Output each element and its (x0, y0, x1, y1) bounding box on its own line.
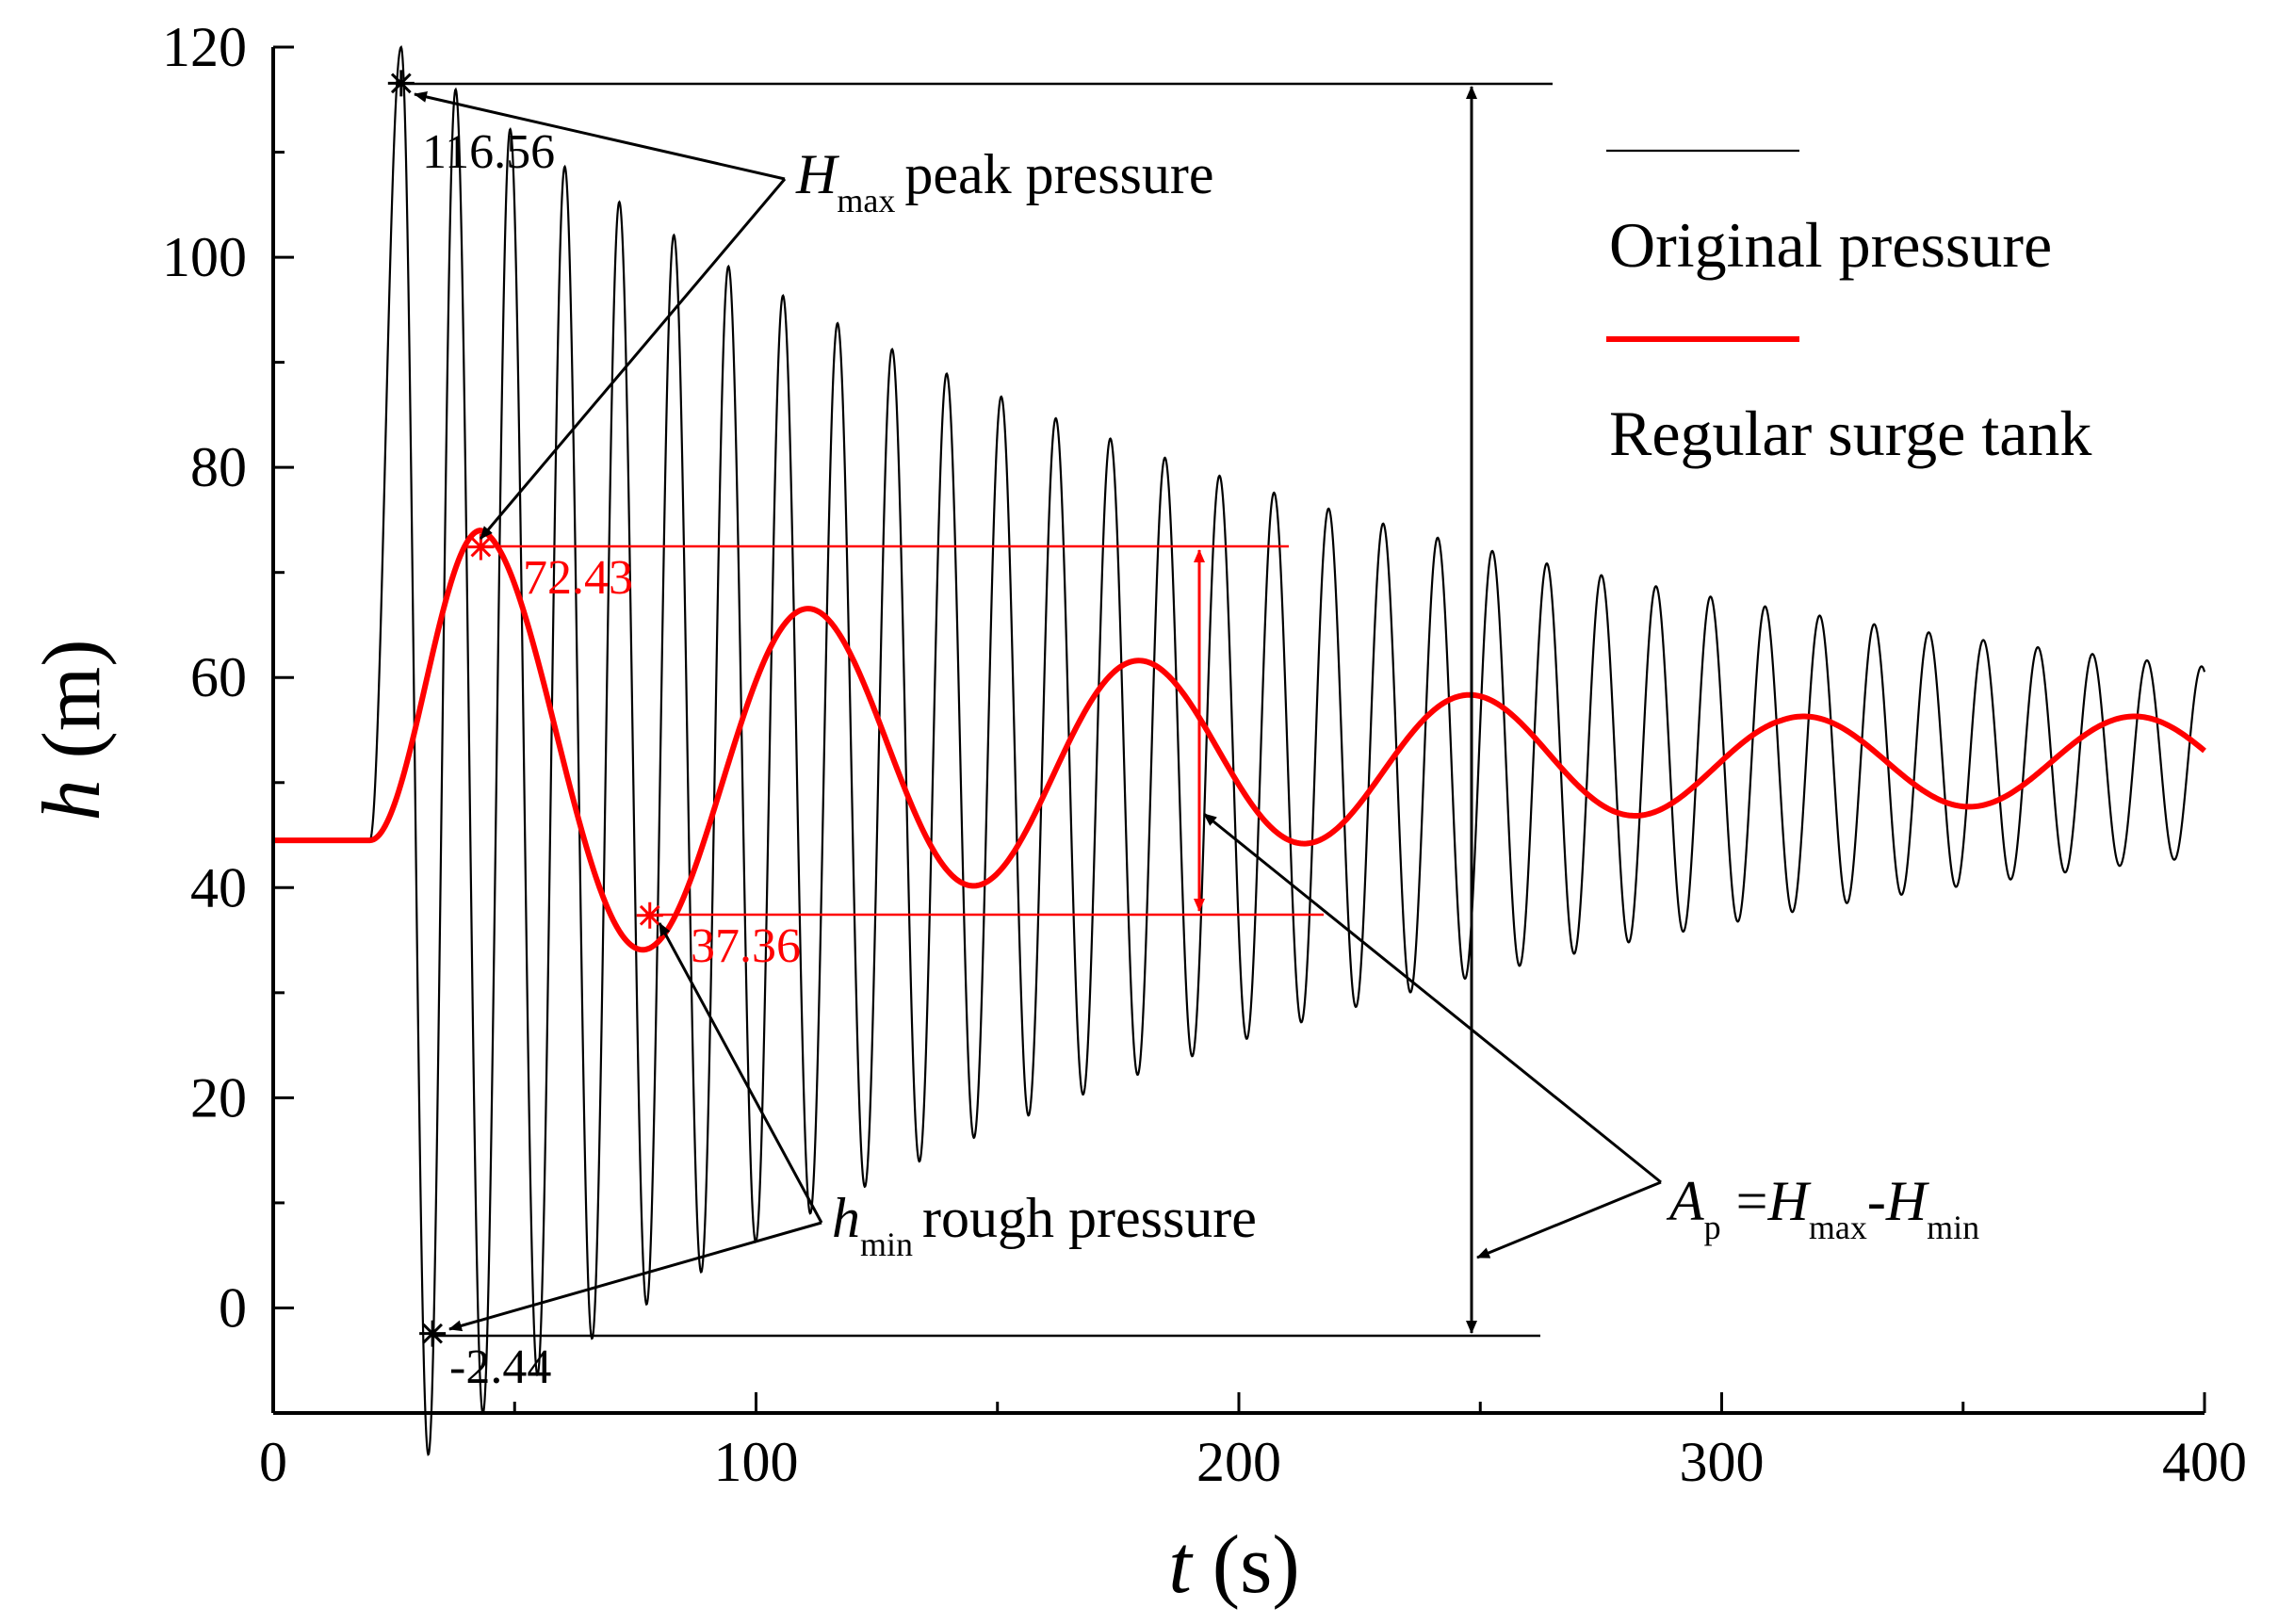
y-tick-label: 100 (162, 226, 247, 288)
callout-arrows (414, 91, 1662, 1332)
x-tick-label: 0 (259, 1431, 287, 1493)
annotation-minus-2-44: -2.44 (449, 1340, 551, 1394)
star-marker-stroke (470, 536, 492, 558)
x-tick-label: 100 (714, 1431, 799, 1493)
star-marker-stroke (390, 73, 412, 94)
hmax-callout: Hmax peak pressure (795, 143, 1214, 219)
hmax-arrow-to-surge (479, 178, 787, 540)
star-marker-stroke (639, 904, 660, 926)
x-tick-labels: 0 100 200 300 400 (259, 1431, 2247, 1493)
star-marker-stroke (422, 1323, 443, 1344)
y-axis-title: h (m) (26, 639, 118, 820)
ap-arrow-to-surge (1203, 812, 1662, 1184)
reference-lines (400, 82, 1553, 1338)
annotation-116-56: 116.56 (422, 125, 555, 179)
legend-label-original-pressure: Original pressure (1609, 209, 2052, 281)
series-line-regular-surge-tank (273, 528, 2206, 953)
extreme-markers (387, 70, 663, 1347)
hmin-callout: hmin rough pressure (832, 1187, 1257, 1263)
x-axis-title: t (s) (1168, 1519, 1299, 1611)
y-tick-label: 0 (219, 1276, 247, 1339)
legend: Original pressure Regular surge tank (1606, 149, 2091, 469)
y-tick-label: 120 (162, 16, 247, 78)
annotation-72-43: 72.43 (523, 551, 633, 605)
star-marker (636, 901, 663, 929)
legend-label-regular-surge-tank: Regular surge tank (1609, 398, 2091, 469)
star-marker (387, 70, 415, 97)
x-tick-label: 400 (2162, 1431, 2247, 1493)
ap-callout: Ap =Hmax-Hmin (1666, 1170, 1979, 1246)
hmax-arrow-to-original (414, 91, 786, 181)
value-annotations: 116.56 -2.44 72.43 37.36 (422, 125, 801, 1394)
y-tick-label: 40 (190, 856, 247, 918)
series-line-original-pressure (273, 44, 2206, 1456)
y-tick-label: 20 (190, 1066, 247, 1129)
x-tick-label: 300 (1680, 1431, 1765, 1493)
hmin-arrow-to-original (448, 1221, 822, 1332)
y-tick-labels: 0 20 40 60 80 100 120 (162, 16, 247, 1339)
star-marker (419, 1320, 447, 1347)
y-tick-label: 80 (190, 436, 247, 498)
ap-arrow-to-original (1476, 1180, 1662, 1259)
axis-ticks (271, 45, 2206, 1415)
hmin-arrow-to-surge (658, 922, 823, 1224)
annotation-37-36: 37.36 (691, 919, 801, 973)
y-tick-label: 60 (190, 646, 247, 708)
x-tick-label: 200 (1196, 1431, 1281, 1493)
